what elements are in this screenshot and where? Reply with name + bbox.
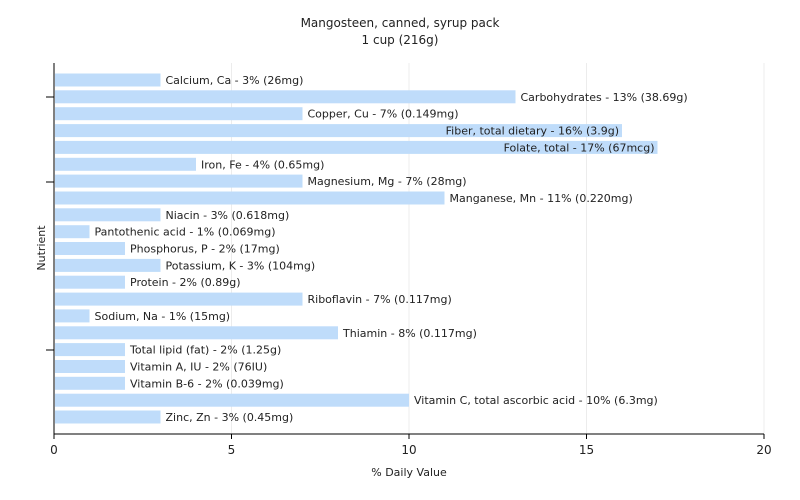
bar	[55, 343, 125, 357]
x-tick-label: 20	[756, 443, 771, 457]
bar	[55, 410, 161, 424]
bar-label: Phosphorus, P - 2% (17mg)	[130, 243, 280, 256]
bar	[55, 107, 303, 121]
bar-label: Protein - 2% (0.89g)	[130, 276, 241, 289]
x-axis-ticks: 0 5 10 15 20	[50, 434, 772, 457]
bar	[55, 225, 90, 239]
bar-label: Carbohydrates - 13% (38.69g)	[521, 91, 688, 104]
bar	[55, 258, 161, 272]
bar-label: Total lipid (fat) - 2% (1.25g)	[129, 344, 281, 357]
bar	[55, 90, 516, 104]
bar	[55, 174, 303, 188]
bar-label: Niacin - 3% (0.618mg)	[166, 209, 290, 222]
bar-labels: Calcium, Ca - 3% (26mg) Carbohydrates - 1…	[95, 74, 688, 424]
bar	[55, 140, 658, 154]
bar	[55, 157, 196, 171]
chart-subtitle: 1 cup (216g)	[362, 33, 439, 47]
y-axis-ticks	[46, 96, 54, 351]
bar-label: Sodium, Na - 1% (15mg)	[95, 310, 231, 323]
bar-label: Fiber, total dietary - 16% (3.9g)	[446, 125, 619, 138]
bar	[55, 326, 338, 340]
bar-label: Folate, total - 17% (67mcg)	[504, 141, 655, 154]
x-tick-label: 15	[579, 443, 594, 457]
y-axis-label: Nutrient	[35, 225, 48, 271]
bar	[55, 208, 161, 222]
bar-label: Riboflavin - 7% (0.117mg)	[308, 293, 452, 306]
chart-title: Mangosteen, canned, syrup pack	[301, 16, 500, 30]
x-tick-label: 10	[401, 443, 416, 457]
bar	[55, 242, 125, 255]
bar-label: Vitamin C, total ascorbic acid - 10% (6.…	[414, 394, 658, 407]
bar-label: Vitamin A, IU - 2% (76IU)	[130, 361, 267, 374]
bar-label: Magnesium, Mg - 7% (28mg)	[308, 175, 467, 188]
bar	[55, 124, 622, 138]
bar-label: Vitamin B-6 - 2% (0.039mg)	[130, 377, 284, 390]
bar-label: Manganese, Mn - 11% (0.220mg)	[450, 192, 633, 205]
bar	[55, 191, 445, 205]
x-axis-label: % Daily Value	[371, 466, 447, 479]
bar	[55, 73, 161, 87]
bar-label: Pantothenic acid - 1% (0.069mg)	[95, 226, 276, 239]
bar-label: Copper, Cu - 7% (0.149mg)	[308, 108, 459, 121]
bar	[55, 393, 409, 407]
bar	[55, 292, 303, 306]
bar	[55, 275, 125, 289]
x-tick-label: 0	[50, 443, 58, 457]
bar-label: Iron, Fe - 4% (0.65mg)	[201, 158, 324, 171]
bar	[55, 360, 125, 373]
bar-label: Potassium, K - 3% (104mg)	[166, 259, 316, 272]
bar-label: Zinc, Zn - 3% (0.45mg)	[166, 411, 294, 424]
bar	[55, 309, 90, 323]
bar-label: Thiamin - 8% (0.117mg)	[342, 327, 477, 340]
bar	[55, 376, 125, 390]
bars	[55, 73, 658, 424]
bar-label: Calcium, Ca - 3% (26mg)	[166, 74, 304, 87]
x-tick-label: 5	[228, 443, 236, 457]
